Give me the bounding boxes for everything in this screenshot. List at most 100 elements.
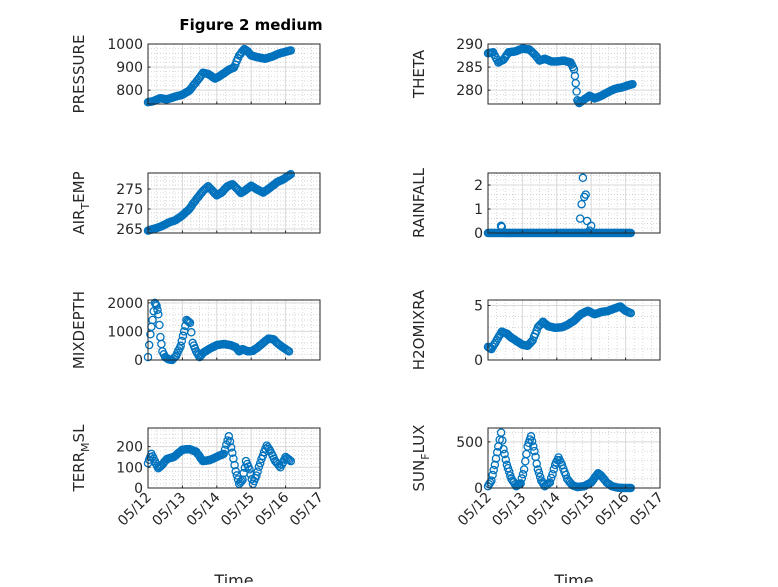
axes-box [147, 172, 321, 234]
data-point [546, 473, 556, 483]
data-point [525, 338, 535, 348]
y-axis-label: THETA [410, 49, 428, 99]
data-point [244, 183, 253, 193]
data-point [183, 316, 192, 326]
data-point [225, 437, 235, 446]
axes-box [487, 427, 661, 489]
data-point [496, 428, 506, 437]
figure-title: Figure 2 medium [179, 16, 322, 34]
subplot-theta: 280 285 290 THETA [410, 37, 661, 108]
data-point [155, 320, 164, 330]
data-point [488, 470, 497, 480]
data-point [176, 341, 185, 350]
data-point [532, 459, 541, 469]
data-point [586, 221, 596, 231]
data-point [151, 300, 160, 309]
y-axis-label: RAINFALL [410, 167, 428, 238]
data-point [286, 169, 296, 179]
y-tick-label: 1 [474, 202, 483, 218]
subplot-airtemp: 265 270 275 AIRTEMP [70, 169, 321, 238]
data-point [497, 222, 507, 232]
data-point [577, 199, 586, 209]
axes-box [487, 299, 661, 361]
y-axis-label: AIRTEMP [70, 171, 92, 234]
data-point [286, 456, 296, 466]
data-point [490, 460, 500, 470]
data-point [219, 449, 228, 459]
y-tick-label: 100 [116, 460, 143, 476]
y-tick-label: 200 [116, 440, 143, 456]
subplot-h2omixra: 0 5 H2OMIXRA [410, 289, 661, 370]
y-tick-label: 1000 [107, 37, 143, 53]
data-point [224, 432, 234, 441]
y-tick-label: 900 [116, 60, 143, 76]
data-point [557, 460, 567, 470]
subplot-rainfall: 0 1 2 RAINFALL [410, 167, 661, 242]
data-point [285, 455, 294, 465]
data-point [626, 308, 636, 318]
axes-box [147, 427, 321, 489]
data-point [258, 451, 268, 461]
data-point [254, 462, 264, 472]
data-point [536, 320, 545, 329]
data-point [582, 216, 592, 226]
y-tick-label: 285 [456, 60, 483, 76]
y-tick-label: 0 [134, 481, 143, 497]
data-point [252, 471, 261, 480]
y-axis-label: MIXDEPTH [70, 291, 88, 369]
subplot-pressure: 800 900 1000 PRESSURE [70, 35, 321, 114]
y-axis-label: PRESSURE [70, 35, 88, 114]
y-tick-label: 2 [474, 178, 483, 194]
data-point [489, 465, 498, 475]
data-point [148, 315, 157, 325]
data-point [178, 331, 188, 341]
data-point [527, 337, 536, 347]
y-tick-label: 2000 [107, 296, 143, 312]
data-point [228, 448, 237, 458]
data-point [545, 478, 555, 487]
data-point [230, 460, 239, 470]
data-point [489, 340, 499, 349]
axes-box [147, 299, 321, 361]
data-point [498, 436, 507, 445]
data-point [231, 467, 240, 476]
data-point [264, 444, 274, 454]
y-axis-label: SUNFLUX [410, 425, 432, 492]
data-point [255, 458, 265, 468]
data-point [526, 432, 536, 441]
data-point [527, 436, 537, 446]
y-tick-label: 5 [474, 298, 483, 314]
axes-box [487, 43, 661, 105]
data-point [177, 336, 187, 346]
data-point [237, 476, 246, 486]
data-point [283, 454, 293, 464]
data-point [153, 305, 162, 315]
y-tick-label: 0 [474, 226, 483, 242]
data-point [534, 468, 544, 478]
data-point [226, 443, 236, 452]
data-point [501, 455, 511, 464]
data-point [572, 87, 581, 96]
data-point [535, 472, 545, 482]
data-point [253, 467, 262, 476]
data-point [517, 474, 527, 483]
y-tick-label: 290 [456, 37, 483, 53]
data-point [185, 318, 195, 328]
y-axis-label: TERRMSL [70, 424, 92, 493]
y-tick-label: 0 [474, 353, 483, 369]
data-point [571, 78, 580, 88]
data-point [154, 310, 163, 319]
data-point [245, 465, 254, 474]
data-point [286, 46, 296, 55]
axes-box [147, 43, 321, 105]
data-point [184, 317, 194, 327]
y-axis-label: H2OMIXRA [410, 289, 428, 370]
y-tick-label: 280 [456, 83, 483, 99]
data-point [284, 347, 294, 356]
data-point [516, 479, 525, 488]
y-tick-label: 265 [116, 222, 143, 238]
y-tick-label: 800 [116, 83, 143, 99]
subplot-mixdepth: 0 1000 2000 MIXDEPTH [70, 291, 321, 369]
